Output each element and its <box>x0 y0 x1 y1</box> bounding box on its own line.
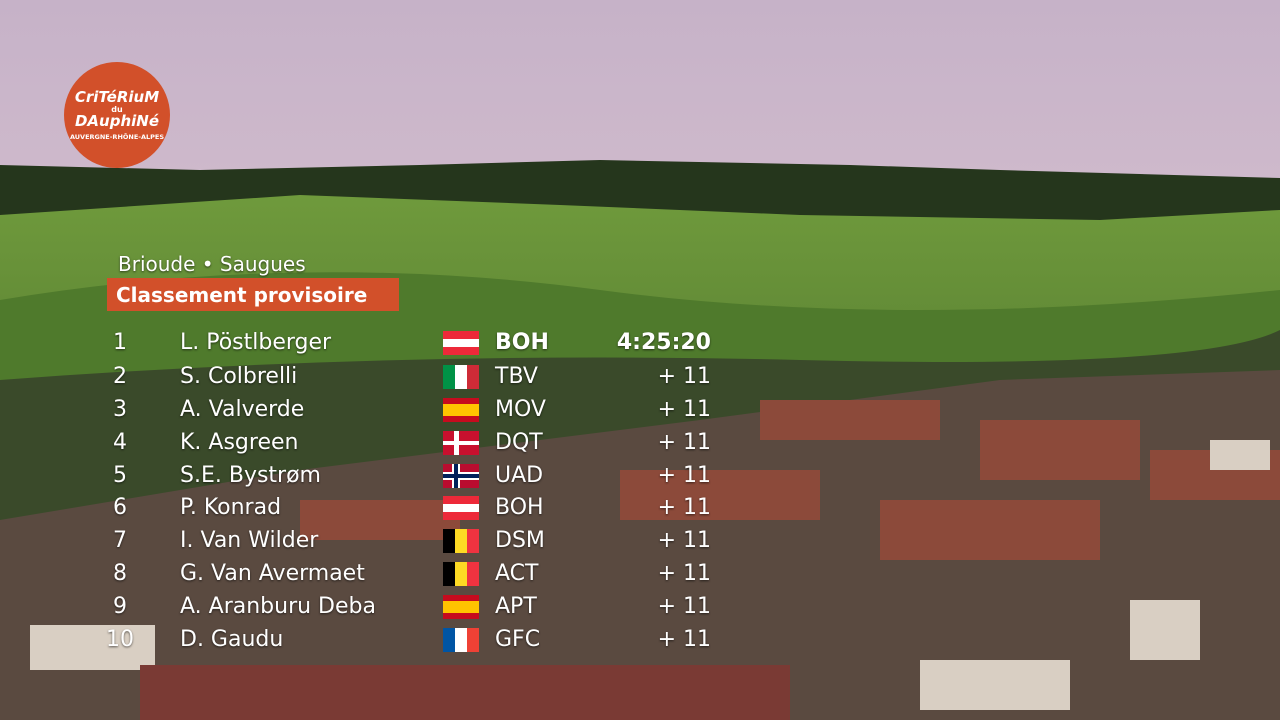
flag <box>443 529 479 553</box>
team: GFC <box>495 627 541 652</box>
team: TBV <box>495 364 538 389</box>
time: + 11 <box>657 397 711 422</box>
rank: 4 <box>113 430 127 455</box>
rank: 2 <box>113 364 127 389</box>
team: BOH <box>495 330 549 355</box>
time: + 11 <box>657 627 711 652</box>
team: DQT <box>495 430 543 455</box>
time: + 11 <box>657 561 711 586</box>
flag <box>443 464 479 488</box>
rank: 5 <box>113 463 127 488</box>
rider: A. Valverde <box>180 397 305 422</box>
team: APT <box>495 594 537 619</box>
flag <box>443 365 479 389</box>
logo-text: du <box>111 105 123 114</box>
flag <box>443 496 479 520</box>
rider: A. Aranburu Deba <box>180 594 376 619</box>
rider: I. Van Wilder <box>180 528 319 553</box>
rank: 8 <box>113 561 127 586</box>
race-logo: CriTéRiuM du DAuphiNé AUVERGNE-RHÔNE-ALP… <box>64 62 170 168</box>
time: + 11 <box>657 495 711 520</box>
team: BOH <box>495 495 544 520</box>
time: + 11 <box>657 594 711 619</box>
rider: K. Asgreen <box>180 430 299 455</box>
rank: 9 <box>113 594 127 619</box>
time: + 11 <box>657 528 711 553</box>
logo-text: DAuphiNé <box>75 112 159 130</box>
team: ACT <box>495 561 539 586</box>
flag <box>443 628 479 652</box>
rider: D. Gaudu <box>180 627 284 652</box>
flag <box>443 398 479 422</box>
time: 4:25:20 <box>616 330 711 355</box>
stage-name: Brioude • Saugues <box>118 252 306 276</box>
team: DSM <box>495 528 545 553</box>
logo-text: CriTéRiuM <box>75 88 159 106</box>
logo-text: AUVERGNE-RHÔNE-ALPES <box>70 132 164 141</box>
heading: Classement provisoire <box>116 283 368 307</box>
rank: 6 <box>113 495 127 520</box>
time: + 11 <box>657 430 711 455</box>
rank: 7 <box>113 528 127 553</box>
rider: S. Colbrelli <box>180 364 298 389</box>
time: + 11 <box>657 463 711 488</box>
flag <box>443 562 479 586</box>
rider: P. Konrad <box>180 495 282 520</box>
rider: G. Van Avermaet <box>180 561 365 586</box>
flag <box>443 331 479 355</box>
rank: 3 <box>113 397 127 422</box>
flag <box>443 431 479 455</box>
rider: L. Pöstlberger <box>180 330 332 355</box>
team: MOV <box>495 397 546 422</box>
time: + 11 <box>657 364 711 389</box>
flag <box>443 595 479 619</box>
rank: 10 <box>106 627 134 652</box>
team: UAD <box>495 463 544 488</box>
rank: 1 <box>113 330 127 355</box>
rider: S.E. Bystrøm <box>180 463 321 488</box>
heading-box <box>107 278 399 311</box>
